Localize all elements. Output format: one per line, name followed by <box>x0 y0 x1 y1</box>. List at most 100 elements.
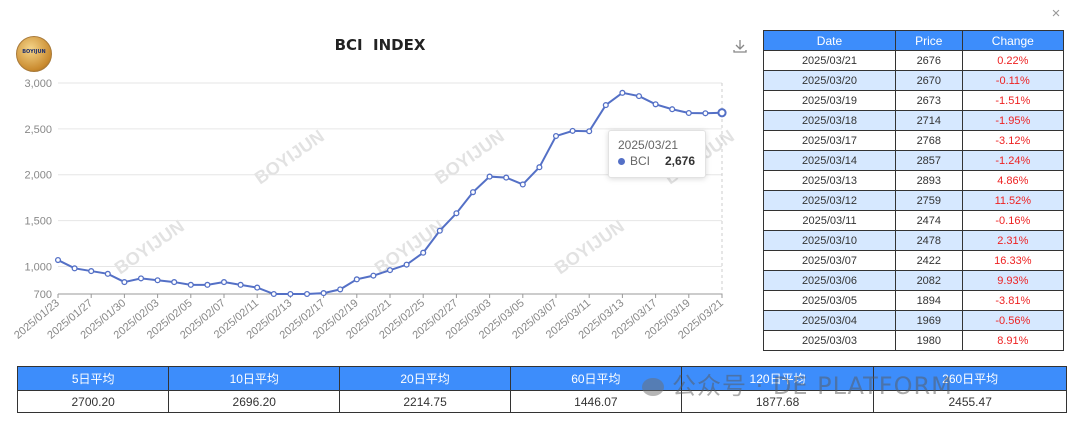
header-change: Change <box>961 30 1065 51</box>
watermark-text: BOYIJUN <box>251 126 328 188</box>
data-point <box>303 290 311 298</box>
data-point <box>320 290 327 297</box>
data-point <box>154 277 161 284</box>
row-price: 2673 <box>894 90 963 111</box>
row-change: -0.16% <box>961 210 1065 231</box>
data-point <box>204 281 211 288</box>
avg-5d-value: 2700.20 <box>16 390 170 413</box>
close-icon[interactable]: × <box>1051 5 1061 22</box>
data-point <box>519 181 526 188</box>
data-point <box>503 174 510 181</box>
data-point <box>220 279 228 286</box>
row-price: 2422 <box>894 250 963 271</box>
table-row: 2025/03/04 1969 -0.56% <box>763 310 1065 331</box>
data-point <box>353 276 360 283</box>
row-date: 2025/03/07 <box>763 250 896 271</box>
chart-tooltip: 2025/03/21 BCI 2,676 <box>608 130 706 178</box>
download-icon[interactable] <box>732 38 748 54</box>
averages-row: 2700.20 2696.20 2214.75 1446.07 1877.68 … <box>16 390 1067 413</box>
averages-table: 5日平均 10日平均 20日平均 60日平均 120日平均 260日平均 270… <box>16 366 1067 413</box>
table-row: 2025/03/10 2478 2.31% <box>763 230 1065 251</box>
table-row: 2025/03/18 2714 -1.95% <box>763 110 1065 131</box>
row-price: 2714 <box>894 110 963 131</box>
watermark-text: BOYIJUN <box>551 216 628 278</box>
data-point <box>386 267 394 274</box>
table-row: 2025/03/06 2082 9.93% <box>763 270 1065 291</box>
row-change: -0.11% <box>961 70 1065 91</box>
avg-5d-header: 5日平均 <box>16 366 170 391</box>
row-change: 2.31% <box>961 230 1065 251</box>
row-change: 8.91% <box>961 330 1065 351</box>
data-point <box>717 108 727 118</box>
data-point <box>121 279 128 286</box>
row-price: 1969 <box>894 310 963 331</box>
data-point <box>685 109 692 117</box>
row-change: -3.81% <box>961 290 1065 311</box>
row-price: 1980 <box>894 330 963 351</box>
data-point <box>54 257 62 264</box>
row-change: -1.51% <box>961 90 1065 111</box>
row-date: 2025/03/11 <box>763 210 896 231</box>
row-date: 2025/03/13 <box>763 170 896 191</box>
data-point <box>536 164 543 171</box>
row-change: 16.33% <box>961 250 1065 271</box>
row-date: 2025/03/20 <box>763 70 896 91</box>
data-point <box>453 210 460 217</box>
data-point <box>270 290 277 298</box>
data-point <box>187 281 194 288</box>
row-change: 11.52% <box>961 190 1065 211</box>
row-price: 2474 <box>894 210 963 231</box>
avg-20d-value: 2214.75 <box>339 390 511 413</box>
row-price: 1894 <box>894 290 963 311</box>
table-row: 2025/03/17 2768 -3.12% <box>763 130 1065 151</box>
line-chart: BOYIJUNBOYIJUNBOYIJUNBOYIJUNBOYIJUNBOYIJ… <box>12 78 738 342</box>
table-row: 2025/03/20 2670 -0.11% <box>763 70 1065 91</box>
row-price: 2759 <box>894 190 963 211</box>
row-date: 2025/03/21 <box>763 50 896 71</box>
tooltip-series-name: BCI <box>630 154 651 168</box>
data-point <box>420 249 427 256</box>
tooltip-series-dot <box>618 158 625 165</box>
row-date: 2025/03/06 <box>763 270 896 291</box>
avg-260d-value: 2455.47 <box>873 390 1067 413</box>
watermark-text: BOYIJUN <box>371 216 448 278</box>
row-change: -3.12% <box>961 130 1065 151</box>
averages-header: 5日平均 10日平均 20日平均 60日平均 120日平均 260日平均 <box>16 366 1067 391</box>
y-tick-label: 700 <box>34 289 52 301</box>
data-point <box>702 110 709 117</box>
avg-60d-value: 1446.07 <box>509 390 682 413</box>
avg-120d-header: 120日平均 <box>680 366 875 391</box>
row-date: 2025/03/05 <box>763 290 896 311</box>
data-point <box>436 227 443 234</box>
row-price: 2670 <box>894 70 963 91</box>
data-point <box>652 101 659 108</box>
data-point <box>370 272 377 279</box>
header-price: Price <box>894 30 963 51</box>
row-price: 2857 <box>894 150 963 171</box>
table-row: 2025/03/19 2673 -1.51% <box>763 90 1065 111</box>
avg-10d-header: 10日平均 <box>168 366 341 391</box>
data-point <box>237 281 244 288</box>
row-date: 2025/03/18 <box>763 110 896 131</box>
price-table: Date Price Change 2025/03/21 2676 0.22% 202… <box>763 30 1065 351</box>
row-change: -1.24% <box>961 150 1065 171</box>
row-date: 2025/03/14 <box>763 150 896 171</box>
boyijun-logo: BOYIJUN <box>16 36 52 72</box>
data-point <box>171 279 178 286</box>
data-point <box>486 173 493 180</box>
avg-20d-header: 20日平均 <box>339 366 511 391</box>
avg-120d-value: 1877.68 <box>680 390 875 413</box>
tooltip-date: 2025/03/21 <box>618 138 679 152</box>
table-row: 2025/03/11 2474 -0.16% <box>763 210 1065 231</box>
table-row: 2025/03/21 2676 0.22% <box>763 50 1065 71</box>
row-date: 2025/03/17 <box>763 130 896 151</box>
row-change: 4.86% <box>961 170 1065 191</box>
row-price: 2768 <box>894 130 963 151</box>
table-row: 2025/03/13 2893 4.86% <box>763 170 1065 191</box>
table-row: 2025/03/12 2759 11.52% <box>763 190 1065 211</box>
row-date: 2025/03/19 <box>763 90 896 111</box>
watermark-text: BOYIJUN <box>111 216 188 278</box>
y-tick-label: 3,000 <box>24 78 52 90</box>
chart-title: BCI INDEX <box>334 36 426 54</box>
data-point <box>88 268 95 275</box>
